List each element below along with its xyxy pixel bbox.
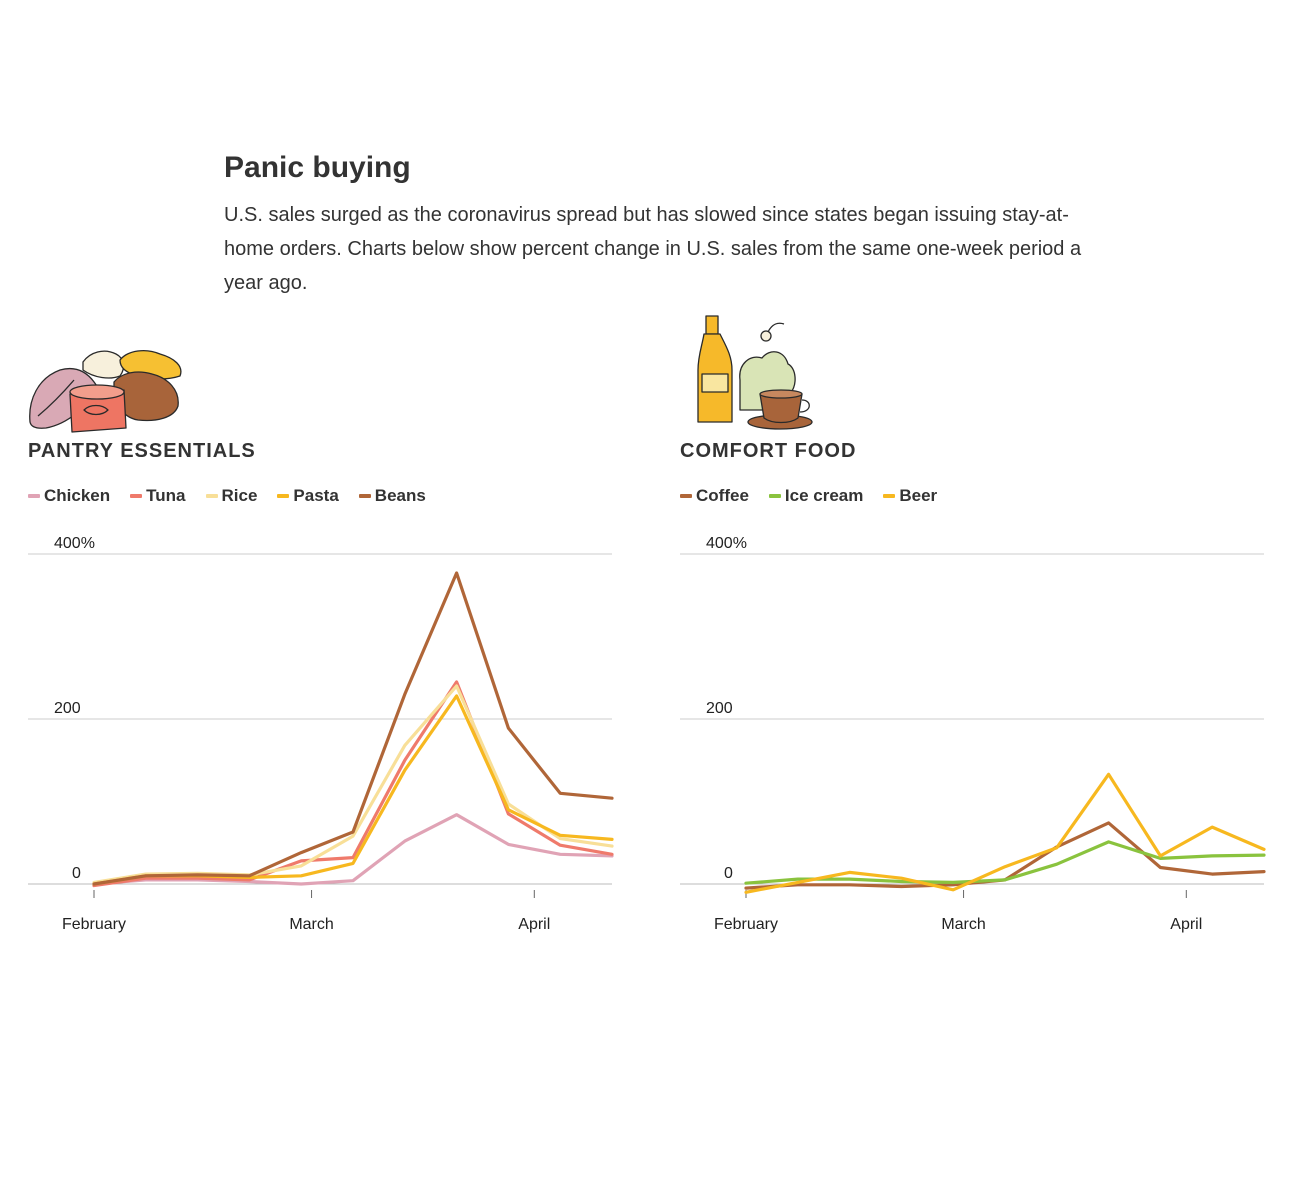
legend-swatch-beans — [358, 494, 371, 498]
comfort-food-panel: COMFORT FOOD Coffee Ice cream Beer 0 200 4… — [680, 310, 1280, 950]
series-line-tuna — [92, 680, 614, 888]
pantry-chart-title: PANTRY ESSENTIALS — [28, 440, 256, 462]
x-tick-label-march: March — [289, 916, 333, 933]
series-line-ice-cream — [744, 840, 1266, 885]
page-subtitle: U.S. sales surged as the coronavirus spr… — [224, 204, 1082, 294]
series-line-chicken — [92, 813, 614, 886]
x-tick-label-april: April — [1170, 916, 1202, 933]
y-tick-label-200: 200 — [706, 700, 733, 717]
x-tick-label-february: February — [62, 916, 126, 933]
legend-label-beer: Beer — [899, 486, 938, 505]
chart-header: Panic buying U.S. sales surged as the co… — [224, 150, 1104, 300]
y-tick-label-0: 0 — [72, 865, 81, 882]
legend-label-beans: Beans — [374, 486, 426, 505]
legend-item-chicken: Chicken — [28, 486, 110, 506]
pantry-essentials-panel: PANTRY ESSENTIALS Chicken Tuna Rice Past… — [28, 310, 628, 950]
page-title: Panic buying — [224, 151, 411, 184]
pantry-legend: Chicken Tuna Rice Pasta Beans — [28, 486, 426, 506]
legend-item-pasta: Pasta — [277, 486, 339, 506]
legend-swatch-tuna — [130, 494, 143, 498]
legend-label-pasta: Pasta — [293, 486, 339, 505]
legend-swatch-rice — [205, 494, 218, 498]
comfort-legend: Coffee Ice cream Beer — [680, 486, 937, 506]
legend-swatch-coffee — [680, 494, 692, 498]
x-tick-label-march: March — [941, 916, 985, 933]
legend-item-beer: Beer — [883, 486, 937, 506]
pantry-illustration — [29, 349, 182, 433]
comfort-chart-title: COMFORT FOOD — [680, 440, 857, 462]
comfort-line-chart: 0 200 400% February March April — [680, 535, 1266, 933]
comfort-food-illustration — [697, 315, 813, 430]
legend-label-coffee: Coffee — [696, 486, 749, 505]
series-line-beer — [744, 772, 1266, 894]
x-tick-label-april: April — [518, 916, 550, 933]
y-tick-label-400: 400% — [706, 535, 747, 552]
legend-label-tuna: Tuna — [146, 486, 186, 505]
legend-item-ice-cream: Ice cream — [768, 486, 864, 506]
legend-label-rice: Rice — [221, 486, 258, 505]
x-tick-label-february: February — [714, 916, 778, 933]
legend-item-beans: Beans — [358, 486, 426, 506]
legend-item-rice: Rice — [205, 486, 258, 506]
y-tick-label-200: 200 — [54, 700, 81, 717]
legend-item-coffee: Coffee — [680, 486, 749, 506]
y-tick-label-0: 0 — [724, 865, 733, 882]
legend-label-ice-cream: Ice cream — [784, 486, 864, 505]
series-line-beans — [92, 571, 614, 886]
y-tick-label-400: 400% — [54, 535, 95, 552]
legend-swatch-ice-cream — [768, 494, 781, 498]
legend-item-tuna: Tuna — [130, 486, 186, 506]
legend-label-chicken: Chicken — [44, 486, 111, 505]
legend-swatch-beer — [883, 494, 896, 498]
series-line-rice — [92, 684, 614, 884]
pantry-line-chart: 0 200 400% February March April — [28, 535, 614, 933]
legend-swatch-chicken — [28, 494, 40, 498]
legend-swatch-pasta — [277, 494, 290, 498]
